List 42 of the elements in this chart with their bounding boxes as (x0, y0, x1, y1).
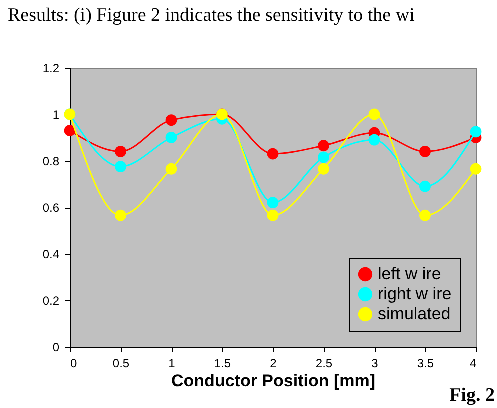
point (368, 134, 380, 146)
y-tick-label: 0.4 (42, 248, 60, 262)
point (166, 163, 178, 175)
legend-label: left w ire (378, 264, 442, 284)
point (318, 140, 330, 152)
point (318, 152, 330, 164)
y-tick-label: 1.2 (42, 62, 60, 76)
x-tick-label: 0.5 (112, 356, 130, 370)
x-tick-label: 1.5 (214, 356, 232, 370)
point (166, 132, 178, 144)
point (420, 180, 431, 192)
x-tick-label: 4 (470, 356, 477, 370)
point (420, 146, 431, 158)
point (115, 210, 126, 222)
point (64, 125, 76, 136)
caption: Fig. 2 (450, 385, 495, 406)
text: Results: (i) Figure 2 indicates the sensitivity to the wi (8, 5, 415, 26)
point (267, 210, 279, 222)
point (267, 148, 279, 160)
x-tick-label: 3 (372, 356, 379, 370)
y-tick-label: 0.6 (42, 201, 60, 215)
y-tick-label: 0 (52, 340, 60, 354)
point (166, 114, 178, 126)
x-tick-label: 3.5 (417, 356, 434, 370)
point (470, 163, 482, 175)
point (318, 163, 330, 175)
point (420, 210, 431, 222)
point (470, 126, 482, 138)
legend-label: right w ire (378, 284, 452, 304)
x-tick-label: 0 (70, 356, 78, 370)
point (115, 161, 126, 172)
x-tick-label: 2.5 (316, 356, 333, 370)
y-tick-label: 0.2 (42, 294, 60, 308)
x-tick-label: 1 (168, 356, 176, 370)
legend-label: simulated (378, 304, 451, 324)
x-axis-title: Conductor Position [mm] (172, 372, 376, 390)
x-tick-label: 2 (270, 356, 278, 370)
point (115, 146, 126, 158)
y-tick-label: 0.8 (42, 154, 60, 168)
y-tick-label: 1 (52, 108, 60, 122)
point (368, 108, 380, 120)
point (267, 197, 279, 209)
